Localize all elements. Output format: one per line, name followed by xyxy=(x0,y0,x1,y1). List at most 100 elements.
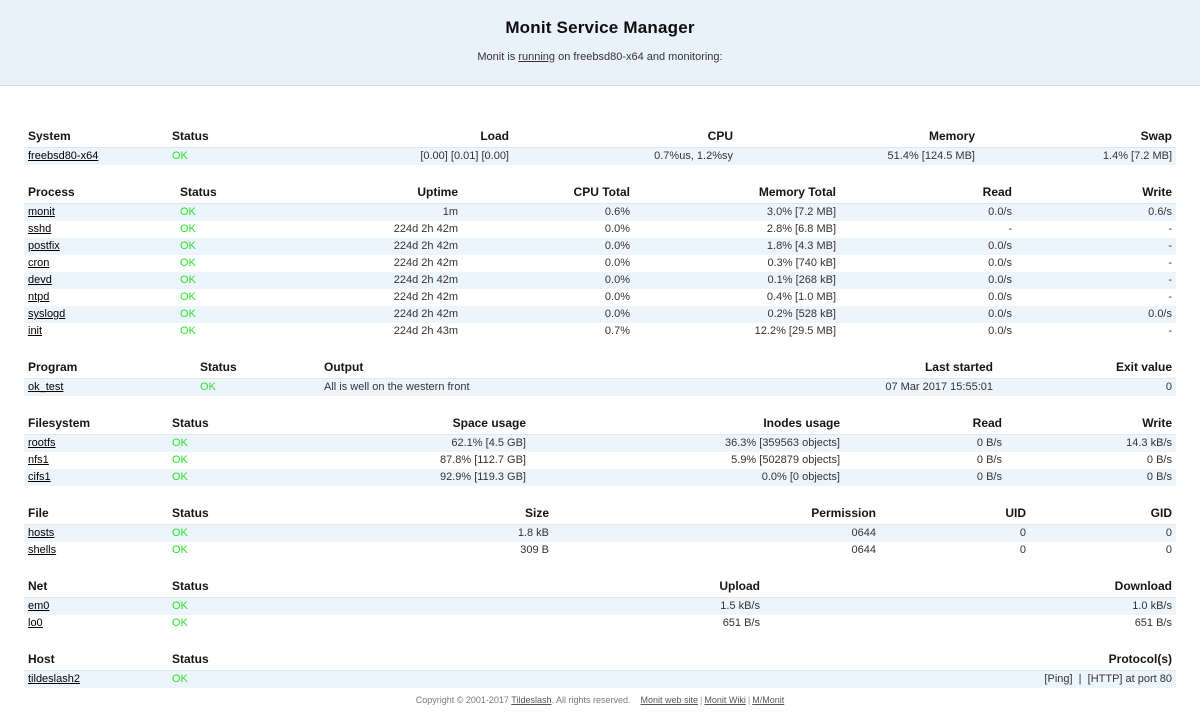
service-name-cell: syslogd xyxy=(24,306,176,323)
table-row: nfs1 OK 87.8% [112.7 GB] 5.9% [502879 objec… xyxy=(24,452,1176,469)
filesystem-name-link[interactable]: nfs1 xyxy=(28,454,49,466)
read-cell: - xyxy=(1008,223,1012,235)
memory-total-cell: 0.4% [1.0 MB] xyxy=(766,291,836,303)
table-row: lo0 OK 651 B/s 651 B/s xyxy=(24,615,1176,632)
process-name-link[interactable]: init xyxy=(28,325,43,337)
write-cell: 14.3 kB/s xyxy=(1126,437,1172,449)
column-header-space-usage: Space usage xyxy=(300,415,530,435)
column-header-read: Read xyxy=(844,415,1006,435)
permission-cell: 0644 xyxy=(851,544,876,556)
table-row: sshd OK 224d 2h 42m 0.0% 2.8% [6.8 MB] - - xyxy=(24,221,1176,238)
file-name-link[interactable]: shells xyxy=(28,544,57,556)
column-header-last-started: Last started xyxy=(700,359,997,379)
output-cell: All is well on the western front xyxy=(324,381,470,393)
file-name-link[interactable]: hosts xyxy=(28,527,55,539)
write-cell: - xyxy=(1168,325,1172,337)
status-ok: OK xyxy=(180,325,196,337)
monit-status-line: Monit is running on freebsd80-x64 and mo… xyxy=(0,51,1200,63)
table-row: ok_test OK All is well on the western fron… xyxy=(24,378,1176,396)
table-row: freebsd80-x64 OK [0.00] [0.01] [0.00] 0.7%u… xyxy=(24,147,1176,165)
column-header-process: Process xyxy=(24,184,176,204)
filesystem-name-link[interactable]: rootfs xyxy=(28,437,56,449)
table-row: em0 OK 1.5 kB/s 1.0 kB/s xyxy=(24,597,1176,615)
process-name-link[interactable]: monit xyxy=(28,206,55,218)
net-header-row: Net Status Upload Download xyxy=(24,578,1176,598)
page-title: Monit Service Manager xyxy=(505,18,695,37)
uptime-cell: 1m xyxy=(442,206,458,218)
monit-web-site-link[interactable]: Monit web site xyxy=(640,695,699,705)
footer-separator: | xyxy=(700,695,703,705)
status-ok: OK xyxy=(180,240,196,252)
filesystem-name-link[interactable]: cifs1 xyxy=(28,471,51,483)
download-cell: 651 B/s xyxy=(1134,617,1172,629)
write-cell: 0 B/s xyxy=(1146,471,1172,483)
write-cell: - xyxy=(1168,257,1172,269)
process-name-link[interactable]: postfix xyxy=(28,240,60,252)
host-section: Host Status Protocol(s) tildeslash2 OK [Ping]… xyxy=(24,651,1176,688)
net-name-link[interactable]: em0 xyxy=(28,600,50,612)
table-row: devd OK 224d 2h 42m 0.0% 0.1% [268 kB] 0.0/s - xyxy=(24,272,1176,289)
table-row: cifs1 OK 92.9% [119.3 GB] 0.0% [0 objects] 0… xyxy=(24,469,1176,486)
process-name-link[interactable]: cron xyxy=(28,257,50,269)
mmonit-link[interactable]: M/Monit xyxy=(752,695,785,705)
memory-total-cell: 0.1% [268 kB] xyxy=(767,274,837,286)
status-ok: OK xyxy=(172,544,188,556)
read-cell: 0 B/s xyxy=(976,471,1002,483)
service-name-cell: ntpd xyxy=(24,289,176,306)
system-name-link[interactable]: freebsd80-x64 xyxy=(28,150,99,162)
table-row: init OK 224d 2h 43m 0.7% 12.2% [29.5 MB] 0.0/… xyxy=(24,323,1176,340)
host-name-link[interactable]: tildeslash2 xyxy=(28,673,80,685)
net-name-link[interactable]: lo0 xyxy=(28,617,43,629)
read-cell: 0.0/s xyxy=(988,308,1012,320)
uid-cell: 0 xyxy=(1019,527,1026,539)
space-usage-cell: 92.9% [119.3 GB] xyxy=(439,471,526,483)
write-cell: - xyxy=(1168,274,1172,286)
process-name-link[interactable]: devd xyxy=(28,274,52,286)
read-cell: 0.0/s xyxy=(988,291,1012,303)
net-section: Net Status Upload Download em0 OK 1.5 kB/s 1.0 … xyxy=(24,578,1176,632)
status-ok: OK xyxy=(172,600,188,612)
service-name-cell: init xyxy=(24,323,176,340)
tildeslash-link[interactable]: Tildeslash xyxy=(511,695,552,705)
service-name-cell: tildeslash2 xyxy=(24,671,168,689)
footer: Copyright © 2001-2017 Tildeslash. All ri… xyxy=(0,695,1200,713)
uptime-cell: 224d 2h 42m xyxy=(393,257,458,269)
filesystem-header-row: Filesystem Status Space usage Inodes usage R… xyxy=(24,415,1176,435)
column-header-net: Net xyxy=(24,578,168,598)
process-name-link[interactable]: syslogd xyxy=(28,308,66,320)
uptime-cell: 224d 2h 42m xyxy=(393,308,458,320)
gid-cell: 0 xyxy=(1165,544,1172,556)
column-header-cpu: CPU xyxy=(513,128,737,148)
status-ok: OK xyxy=(180,308,196,320)
status-ok: OK xyxy=(180,274,196,286)
column-header-memory: Memory xyxy=(737,128,979,148)
write-cell: 0.6/s xyxy=(1148,206,1172,218)
process-name-link[interactable]: ntpd xyxy=(28,291,50,303)
column-header-status: Status xyxy=(168,578,400,598)
column-header-status: Status xyxy=(176,184,290,204)
column-header-uid: UID xyxy=(880,505,1030,525)
column-header-write: Write xyxy=(1006,415,1176,435)
running-status-link[interactable]: running xyxy=(518,51,556,63)
read-cell: 0.0/s xyxy=(988,206,1012,218)
service-name-cell: devd xyxy=(24,272,176,289)
copyright-suffix: . All rights reserved. xyxy=(551,695,631,705)
last-started-cell: 07 Mar 2017 15:55:01 xyxy=(885,381,993,393)
cpu-total-cell: 0.7% xyxy=(604,325,630,337)
service-tables-container: System Status Load CPU Memory Swap freebsd80-x… xyxy=(0,128,1200,688)
program-name-link[interactable]: ok_test xyxy=(28,381,64,393)
table-row: cron OK 224d 2h 42m 0.0% 0.3% [740 kB] 0.0/s - xyxy=(24,255,1176,272)
table-row: shells OK 309 B 0644 0 0 xyxy=(24,542,1176,559)
read-cell: 0 B/s xyxy=(976,454,1002,466)
space-usage-cell: 87.8% [112.7 GB] xyxy=(439,454,526,466)
monit-wiki-link[interactable]: Monit Wiki xyxy=(704,695,746,705)
file-header-row: File Status Size Permission UID GID xyxy=(24,505,1176,525)
write-cell: - xyxy=(1168,291,1172,303)
memory-total-cell: 0.3% [740 kB] xyxy=(767,257,837,269)
uptime-cell: 224d 2h 42m xyxy=(393,274,458,286)
column-header-system: System xyxy=(24,128,168,148)
program-header-row: Program Status Output Last started Exit valu… xyxy=(24,359,1176,379)
uptime-cell: 224d 2h 42m xyxy=(393,223,458,235)
process-name-link[interactable]: sshd xyxy=(28,223,52,235)
status-ok: OK xyxy=(180,223,196,235)
